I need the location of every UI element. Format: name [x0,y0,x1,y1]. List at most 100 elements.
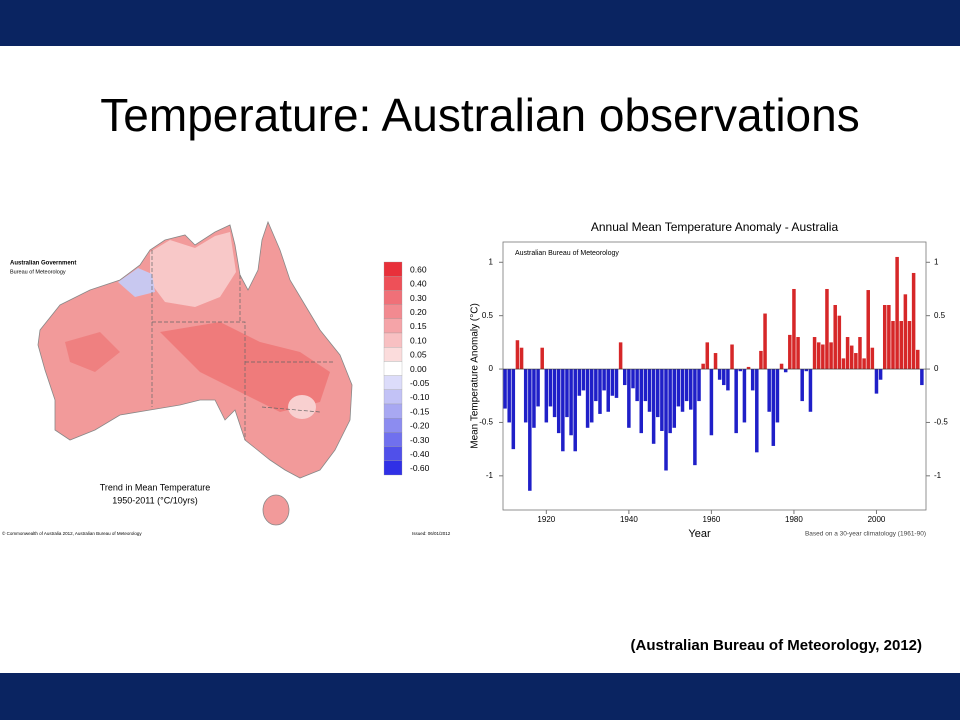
legend-label: 0.00 [410,364,427,374]
bar [771,369,776,446]
legend-label: -0.60 [410,463,430,473]
bar [627,369,631,428]
bar [870,347,875,370]
bar [878,369,883,380]
legend-swatch [383,403,403,419]
bar [783,369,788,373]
bar [866,290,870,370]
bar [606,369,610,412]
bar [552,369,557,418]
bar [668,369,672,434]
legend-swatch [383,460,403,476]
bar [887,304,891,370]
legend-swatch [383,304,403,319]
legend-swatch [383,290,403,305]
bar [532,369,536,428]
bar [701,363,705,370]
bar [573,369,577,452]
bar [804,369,809,372]
state-borders [151,250,335,440]
bar [825,288,829,370]
source-note: Australian Bureau of Meteorology [515,250,619,257]
bar [672,369,677,428]
bar [755,369,759,453]
bar [763,313,767,370]
legend-label: 0.10 [410,335,427,345]
anomaly-chart: Annual Mean Temperature Anomaly - Austra… [470,220,948,540]
chart-title: Annual Mean Temperature Anomaly - Austra… [591,220,839,234]
bar [920,369,924,386]
bar [556,369,561,434]
x-tick-label: 1940 [620,515,638,524]
bar [829,342,833,370]
bar [821,344,825,370]
bar [614,369,619,398]
bar [639,369,644,434]
bar [792,288,796,370]
legend-swatch [383,276,403,291]
bar [788,334,792,370]
bar [676,369,681,407]
agency: Australian Government [10,261,76,267]
bar [854,353,858,370]
bar [528,369,532,491]
bar [862,358,866,370]
y-tick-label: 1 [489,257,494,266]
bar [602,369,606,391]
plot-frame [502,241,927,511]
x-tick-label: 1960 [703,515,721,524]
warm-zone [65,332,120,372]
bar [631,369,635,389]
legend-swatch [383,418,403,433]
bar [540,347,544,370]
x-tick-label: 1980 [785,515,803,524]
bar [544,369,549,423]
bar [734,369,738,434]
bar [730,344,734,370]
legend-swatch [383,375,403,390]
bar [569,369,573,436]
legend-label: 0.40 [410,279,427,289]
tasmania [262,494,290,526]
legend-swatch [383,446,403,461]
slide-title: Temperature: Australian observations [100,89,860,141]
bar [845,337,850,370]
bar [635,369,639,402]
bar [523,369,528,423]
bar [565,369,569,418]
legend-label: -0.05 [410,378,430,388]
bar [722,369,726,386]
legend-swatch [383,332,403,348]
bar [800,369,804,402]
copyright: © Commonwealth of Australia 2012, Austra… [2,530,142,536]
bar [750,369,755,391]
bar [767,369,771,412]
bar [816,342,821,370]
bar [874,369,879,394]
legend-label: -0.30 [410,435,430,445]
legend-swatch [383,432,403,447]
map-caption: Trend in Mean Temperature [100,482,211,492]
y2-tick-label: 0.5 [934,311,946,320]
footnote: Based on a 30-year climatology (1961-90) [805,531,926,538]
bar [577,369,582,396]
bar [680,369,685,412]
y-tick-label: 0.5 [482,311,494,320]
bar [746,366,751,370]
legend-label: -0.15 [410,406,430,416]
bar [618,342,623,370]
bar [610,369,615,396]
bar [598,369,602,414]
bar [656,369,660,418]
y2-tick-label: 0 [934,364,939,373]
bar [726,369,730,391]
bar [643,369,648,402]
bar [647,369,652,412]
cool-zone [118,268,155,297]
bar [507,369,511,423]
bar [833,304,837,370]
bar [849,345,854,370]
bar [519,347,524,370]
bureau: Bureau of Meteorology [10,269,66,275]
legend-swatch [383,389,403,405]
